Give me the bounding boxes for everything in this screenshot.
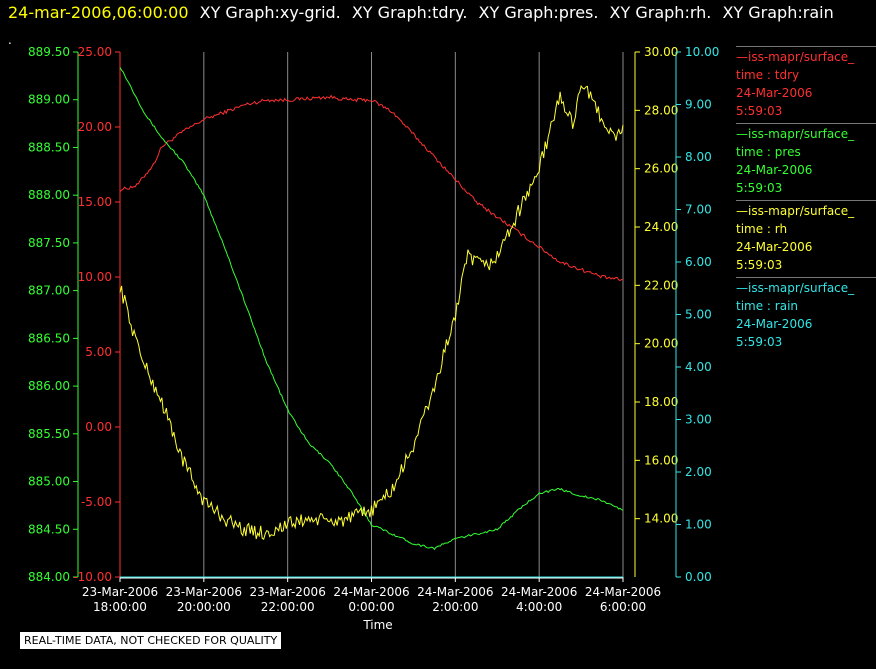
pres-tick-label: 889.50 [28,45,70,59]
tdry-tick-label: 15.00 [78,195,112,209]
quality-disclaimer: REAL-TIME DATA, NOT CHECKED FOR QUALITY [20,632,282,649]
title-datetime: 24-mar-2006,06:00:00 [8,3,189,22]
tdry-tick-label: -5.00 [81,495,112,509]
rh-tick-label: 26.00 [644,162,678,176]
pres-tick-label: 887.00 [28,284,70,298]
title-graph-xy-grid[interactable]: XY Graph:xy-grid. [199,3,341,22]
rain-tick-label: 8.00 [685,150,712,164]
pres-tick-label: 886.00 [28,379,70,393]
legend-variable: time : rh [736,222,788,236]
rh-tick-label: 24.00 [644,220,678,234]
pres-tick-label: 887.50 [28,236,70,250]
rain-tick-label: 3.00 [685,413,712,427]
rain-tick-label: 4.00 [685,360,712,374]
legend: —iss-mapr/surface_ time : tdry 24-Mar-20… [736,46,876,354]
pres-tick-label: 889.00 [28,93,70,107]
legend-date: 24-Mar-2006 [736,240,813,254]
series-line-rh [119,84,624,540]
x-tick-date: 24-Mar-2006 [501,585,577,599]
x-tick-time: 20:00:00 [177,600,231,614]
x-tick-time: 6:00:00 [600,600,646,614]
legend-time: 5:59:03 [736,258,783,272]
pres-tick-label: 888.00 [28,188,70,202]
tdry-tick-label: 0.00 [85,420,112,434]
rh-tick-label: 22.00 [644,278,678,292]
pres-tick-label: 884.00 [28,570,70,584]
rain-tick-label: 5.00 [685,308,712,322]
rh-tick-label: 30.00 [644,45,678,59]
title-graph-rh[interactable]: XY Graph:rh. [609,3,712,22]
rain-tick-label: 9.00 [685,98,712,112]
pres-tick-label: 885.50 [28,427,70,441]
rh-tick-label: 14.00 [644,512,678,526]
tdry-tick-label: 25.00 [78,45,112,59]
rain-tick-label: 7.00 [685,203,712,217]
legend-entry-tdry[interactable]: —iss-mapr/surface_ time : tdry 24-Mar-20… [736,46,876,120]
series-line-tdry [119,94,624,282]
legend-variable: time : pres [736,145,801,159]
title-graph-tdry[interactable]: XY Graph:tdry. [351,3,468,22]
x-tick-time: 18:00:00 [93,600,147,614]
legend-title: —iss-mapr/surface_ [736,204,855,218]
legend-variable: time : tdry [736,68,800,82]
title-graph-pres[interactable]: XY Graph:pres. [478,3,599,22]
legend-entry-rain[interactable]: —iss-mapr/surface_ time : rain 24-Mar-20… [736,277,876,351]
x-tick-time: 0:00:00 [348,600,394,614]
legend-time: 5:59:03 [736,181,783,195]
rain-tick-label: 2.00 [685,465,712,479]
legend-date: 24-Mar-2006 [736,86,813,100]
rh-tick-label: 18.00 [644,395,678,409]
pres-tick-label: 885.00 [28,475,70,489]
title-graph-rain[interactable]: XY Graph:rain [722,3,834,22]
rain-tick-label: 1.00 [685,518,712,532]
rain-tick-label: 10.00 [685,45,719,59]
rh-tick-label: 20.00 [644,337,678,351]
pres-tick-label: 886.50 [28,331,70,345]
rh-tick-label: 28.00 [644,103,678,117]
x-tick-time: 4:00:00 [516,600,562,614]
legend-time: 5:59:03 [736,104,783,118]
tdry-tick-label: 10.00 [78,270,112,284]
rain-tick-label: 0.00 [685,570,712,584]
x-tick-date: 23-Mar-2006 [82,585,158,599]
legend-entry-pres[interactable]: —iss-mapr/surface_ time : pres 24-Mar-20… [736,123,876,197]
tdry-tick-label: 20.00 [78,120,112,134]
legend-variable: time : rain [736,299,799,313]
legend-title: —iss-mapr/surface_ [736,127,855,141]
marker-dot: . [8,33,12,47]
pres-tick-label: 888.50 [28,140,70,154]
x-tick-date: 23-Mar-2006 [249,585,325,599]
tdry-tick-label: 5.00 [85,345,112,359]
legend-date: 24-Mar-2006 [736,163,813,177]
legend-title: —iss-mapr/surface_ [736,50,855,64]
x-tick-time: 22:00:00 [261,600,315,614]
legend-entry-rh[interactable]: —iss-mapr/surface_ time : rh 24-Mar-2006… [736,200,876,274]
x-tick-date: 24-Mar-2006 [585,585,661,599]
legend-title: —iss-mapr/surface_ [736,281,855,295]
rain-tick-label: 6.00 [685,255,712,269]
tdry-tick-label: -10.00 [73,570,112,584]
pres-tick-label: 884.50 [28,522,70,536]
title-bar: 24-mar-2006,06:00:00 XY Graph:xy-grid. X… [8,2,834,24]
x-axis-label: Time [362,618,392,632]
x-tick-date: 23-Mar-2006 [166,585,242,599]
rh-tick-label: 16.00 [644,453,678,467]
x-tick-date: 24-Mar-2006 [417,585,493,599]
legend-time: 5:59:03 [736,335,783,349]
series-line-pres [119,67,624,551]
x-tick-time: 2:00:00 [432,600,478,614]
legend-date: 24-Mar-2006 [736,317,813,331]
x-tick-date: 24-Mar-2006 [333,585,409,599]
